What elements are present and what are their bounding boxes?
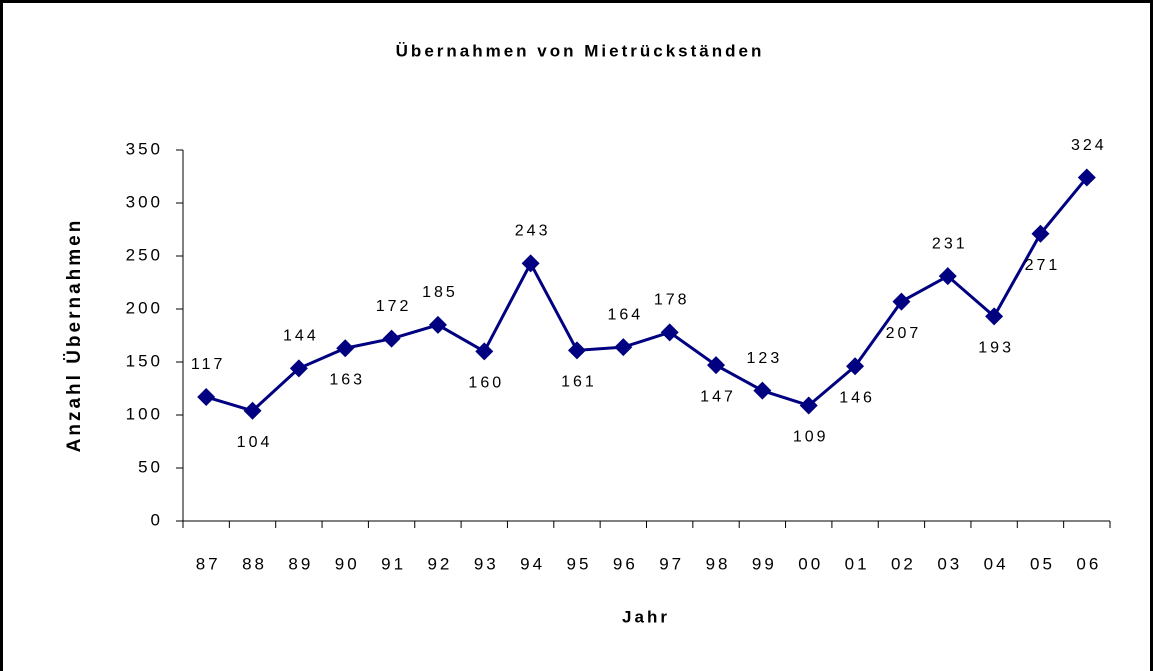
marker — [707, 356, 726, 375]
x-tick-label: 05 — [1030, 554, 1055, 573]
line — [205, 176, 1088, 413]
chart-title: Übernahmen von Mietrückständen — [396, 41, 765, 60]
data-label: 109 — [793, 429, 829, 446]
x-tick-label: 87 — [196, 554, 221, 573]
x-tick-label: 94 — [520, 554, 545, 573]
marker — [475, 342, 494, 361]
marker — [243, 401, 262, 420]
data-label: 104 — [237, 434, 273, 451]
x-tick-label: 90 — [335, 554, 360, 573]
data-label: 207 — [886, 325, 922, 342]
x-tick-label: 92 — [427, 554, 452, 573]
marker — [892, 292, 911, 311]
y-tick-label: 200 — [126, 298, 163, 317]
marker — [1031, 224, 1050, 243]
data-label: 271 — [1025, 257, 1061, 274]
x-tick-label: 97 — [659, 554, 684, 573]
y-tick-label: 300 — [126, 192, 163, 211]
marker — [382, 329, 401, 348]
y-axis-label: Anzahl Übernahmen — [64, 218, 85, 453]
y-tick-label: 100 — [126, 404, 163, 423]
data-label: 147 — [700, 388, 736, 405]
data-label: 193 — [978, 340, 1014, 357]
y-tick-label: 350 — [126, 139, 163, 158]
x-tick-label: 03 — [937, 554, 962, 573]
x-tick-label: 02 — [891, 554, 916, 573]
marker — [614, 338, 633, 357]
data-label: 231 — [932, 235, 968, 252]
marker — [521, 254, 540, 273]
marker — [336, 339, 355, 358]
data-label: 243 — [515, 223, 551, 240]
data-label: 172 — [376, 298, 412, 315]
data-label: 146 — [839, 389, 875, 406]
data-label: 161 — [561, 374, 597, 391]
x-tick-label: 96 — [613, 554, 638, 573]
y-tick-label: 150 — [126, 351, 163, 370]
data-label: 164 — [607, 306, 643, 323]
data-label: 324 — [1071, 137, 1107, 154]
x-tick-label: 04 — [984, 554, 1009, 573]
marker — [985, 307, 1004, 326]
x-tick-label: 98 — [706, 554, 731, 573]
x-tick-label: 88 — [242, 554, 267, 573]
marker — [938, 267, 957, 286]
x-tick-label: 06 — [1076, 554, 1101, 573]
data-label: 123 — [747, 350, 783, 367]
x-axis-label: Jahr — [622, 607, 670, 626]
marker — [846, 357, 865, 376]
data-label: 163 — [329, 371, 365, 388]
y-tick-label: 50 — [138, 457, 163, 476]
marker — [289, 359, 308, 378]
x-tick-label: 91 — [381, 554, 406, 573]
data-label: 185 — [422, 284, 458, 301]
marker — [660, 323, 679, 342]
x-tick-label: 99 — [752, 554, 777, 573]
marker — [753, 381, 772, 400]
data-label: 144 — [283, 328, 319, 345]
marker — [567, 341, 586, 360]
marker — [197, 387, 216, 406]
data-label: 160 — [468, 375, 504, 392]
x-tick-label: 00 — [798, 554, 823, 573]
x-tick-label: 01 — [845, 554, 870, 573]
marker — [799, 396, 818, 415]
x-tick-label: 89 — [288, 554, 313, 573]
data-label: 117 — [191, 356, 226, 373]
y-tick-label: 0 — [151, 510, 163, 529]
marker — [1077, 168, 1096, 187]
x-tick-label: 93 — [474, 554, 499, 573]
marker — [428, 315, 447, 334]
x-tick-label: 95 — [567, 554, 592, 573]
data-label: 178 — [654, 292, 690, 309]
y-tick-label: 250 — [126, 245, 163, 264]
